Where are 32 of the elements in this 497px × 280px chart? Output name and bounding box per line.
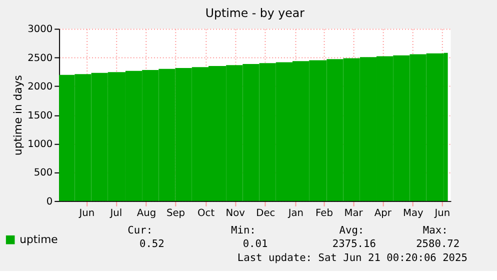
chart-title: Uptime - by year	[205, 6, 305, 20]
legend-label: uptime	[20, 232, 58, 246]
text: Min:	[231, 224, 256, 236]
y-tick-label: 2500	[28, 52, 53, 64]
x-tick-label: Nov	[226, 208, 246, 220]
y-tick-label: 500	[34, 168, 53, 179]
x-tick-label: Aug	[136, 208, 156, 220]
text: 2580.72	[416, 238, 460, 250]
y-tick-label: 2000	[28, 82, 53, 93]
y-tick-label: 3000	[28, 24, 53, 36]
text: Last update: Sat Jun 21 00:20:06 2025	[237, 252, 468, 264]
text: Max:	[422, 224, 448, 236]
x-tick-label: May	[402, 208, 424, 220]
x-tick-label: Jul	[109, 208, 122, 220]
x-tick-label: Sep	[166, 208, 186, 220]
x-tick-label: Mar	[344, 208, 364, 220]
y-tick-label: 0	[46, 196, 53, 208]
text: Cur:	[128, 224, 153, 236]
x-tick-label: Jan	[287, 208, 304, 220]
x-tick-label: Jun	[434, 208, 450, 220]
text: Avg:	[339, 224, 364, 236]
y-tick-label: 1000	[28, 138, 53, 150]
text: 0.52	[139, 238, 164, 250]
x-tick-label: Oct	[198, 208, 215, 220]
x-tick-label: Dec	[256, 208, 276, 220]
x-tick-label: Apr	[374, 208, 392, 220]
x-tick-label: Feb	[316, 208, 333, 220]
y-axis-title: uptime in days	[12, 74, 25, 156]
text: 0.01	[242, 238, 268, 250]
y-tick-label: 1500	[28, 110, 53, 122]
text: 2375.16	[332, 238, 376, 250]
x-tick-label: Jun	[78, 208, 95, 220]
